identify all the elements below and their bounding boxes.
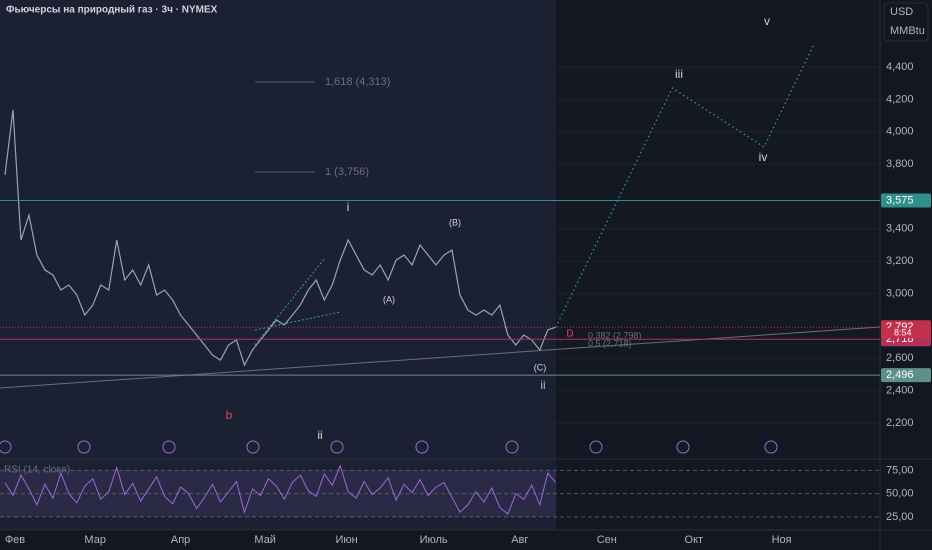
y-tick-label: 4,200 bbox=[886, 93, 914, 105]
x-tick-label: Май bbox=[254, 534, 276, 546]
price-tag bbox=[881, 368, 931, 383]
event-icons bbox=[0, 440, 778, 454]
rsi-tick-label: 25,00 bbox=[886, 511, 914, 523]
fib-label: 1 (3,756) bbox=[325, 166, 369, 178]
rsi-tick-label: 75,00 bbox=[886, 464, 914, 476]
wave-label: (A) bbox=[383, 294, 395, 304]
x-tick-label: Июль bbox=[420, 534, 448, 546]
chart-title: Фьючерсы на природный газ · 3ч · NYMEX bbox=[6, 5, 218, 16]
y-tick-label: 3,000 bbox=[886, 287, 914, 299]
price-tag bbox=[881, 193, 931, 208]
wave-label: v bbox=[764, 14, 770, 28]
wave-label: (B) bbox=[449, 217, 461, 227]
x-tick-label: Авг bbox=[511, 534, 528, 546]
trendline bbox=[0, 326, 881, 389]
channel bbox=[254, 257, 326, 346]
channel bbox=[254, 311, 341, 331]
price-tag-label: 2,496 bbox=[886, 369, 914, 381]
y-tick-label: 2,400 bbox=[886, 385, 914, 397]
y-tick-label: 3,200 bbox=[886, 255, 914, 267]
fib-label: 0,5 (2,718) bbox=[588, 338, 632, 348]
x-tick-label: Ноя bbox=[772, 534, 792, 546]
rsi-line bbox=[4, 464, 557, 515]
wave-label: (C) bbox=[534, 362, 547, 372]
y-tick-label: 4,000 bbox=[886, 126, 914, 138]
x-tick-label: Фев bbox=[5, 534, 25, 546]
wave-label: i bbox=[347, 200, 350, 214]
countdown-tag bbox=[881, 328, 931, 339]
rsi-tick-label: 50,00 bbox=[886, 488, 914, 500]
wave-label: iv bbox=[759, 150, 768, 164]
future-zone bbox=[556, 0, 880, 530]
y-tick-label: 4,400 bbox=[886, 61, 914, 73]
y-tick-label: 3,400 bbox=[886, 223, 914, 235]
y-tick-label: 3,800 bbox=[886, 158, 914, 170]
price-line bbox=[4, 109, 556, 367]
wave-label: ii bbox=[540, 378, 545, 392]
fib-label: 1,618 (4,313) bbox=[325, 76, 390, 88]
currency: USD bbox=[890, 6, 913, 18]
history-zone bbox=[0, 0, 556, 530]
price-tag-label: 3,575 bbox=[886, 194, 914, 206]
countdown: 8:54 bbox=[894, 328, 912, 338]
x-tick-label: Окт bbox=[685, 534, 704, 546]
x-tick-label: Июн bbox=[335, 534, 357, 546]
wave-label: ii bbox=[317, 428, 322, 442]
unit: MMBtu bbox=[890, 25, 925, 37]
y-tick-label: 2,600 bbox=[886, 352, 914, 364]
wave-label: iii bbox=[675, 67, 683, 81]
y-tick-label: 2,200 bbox=[886, 417, 914, 429]
wave-label: b bbox=[226, 408, 233, 422]
x-tick-label: Сен bbox=[597, 534, 617, 546]
projection bbox=[555, 44, 815, 328]
fib-label: 0,382 (2,798) bbox=[588, 330, 642, 340]
marker-label: D bbox=[566, 329, 573, 340]
x-tick-label: Апр bbox=[171, 534, 190, 546]
x-tick-label: Мар bbox=[84, 534, 106, 546]
unit-box bbox=[883, 2, 929, 42]
